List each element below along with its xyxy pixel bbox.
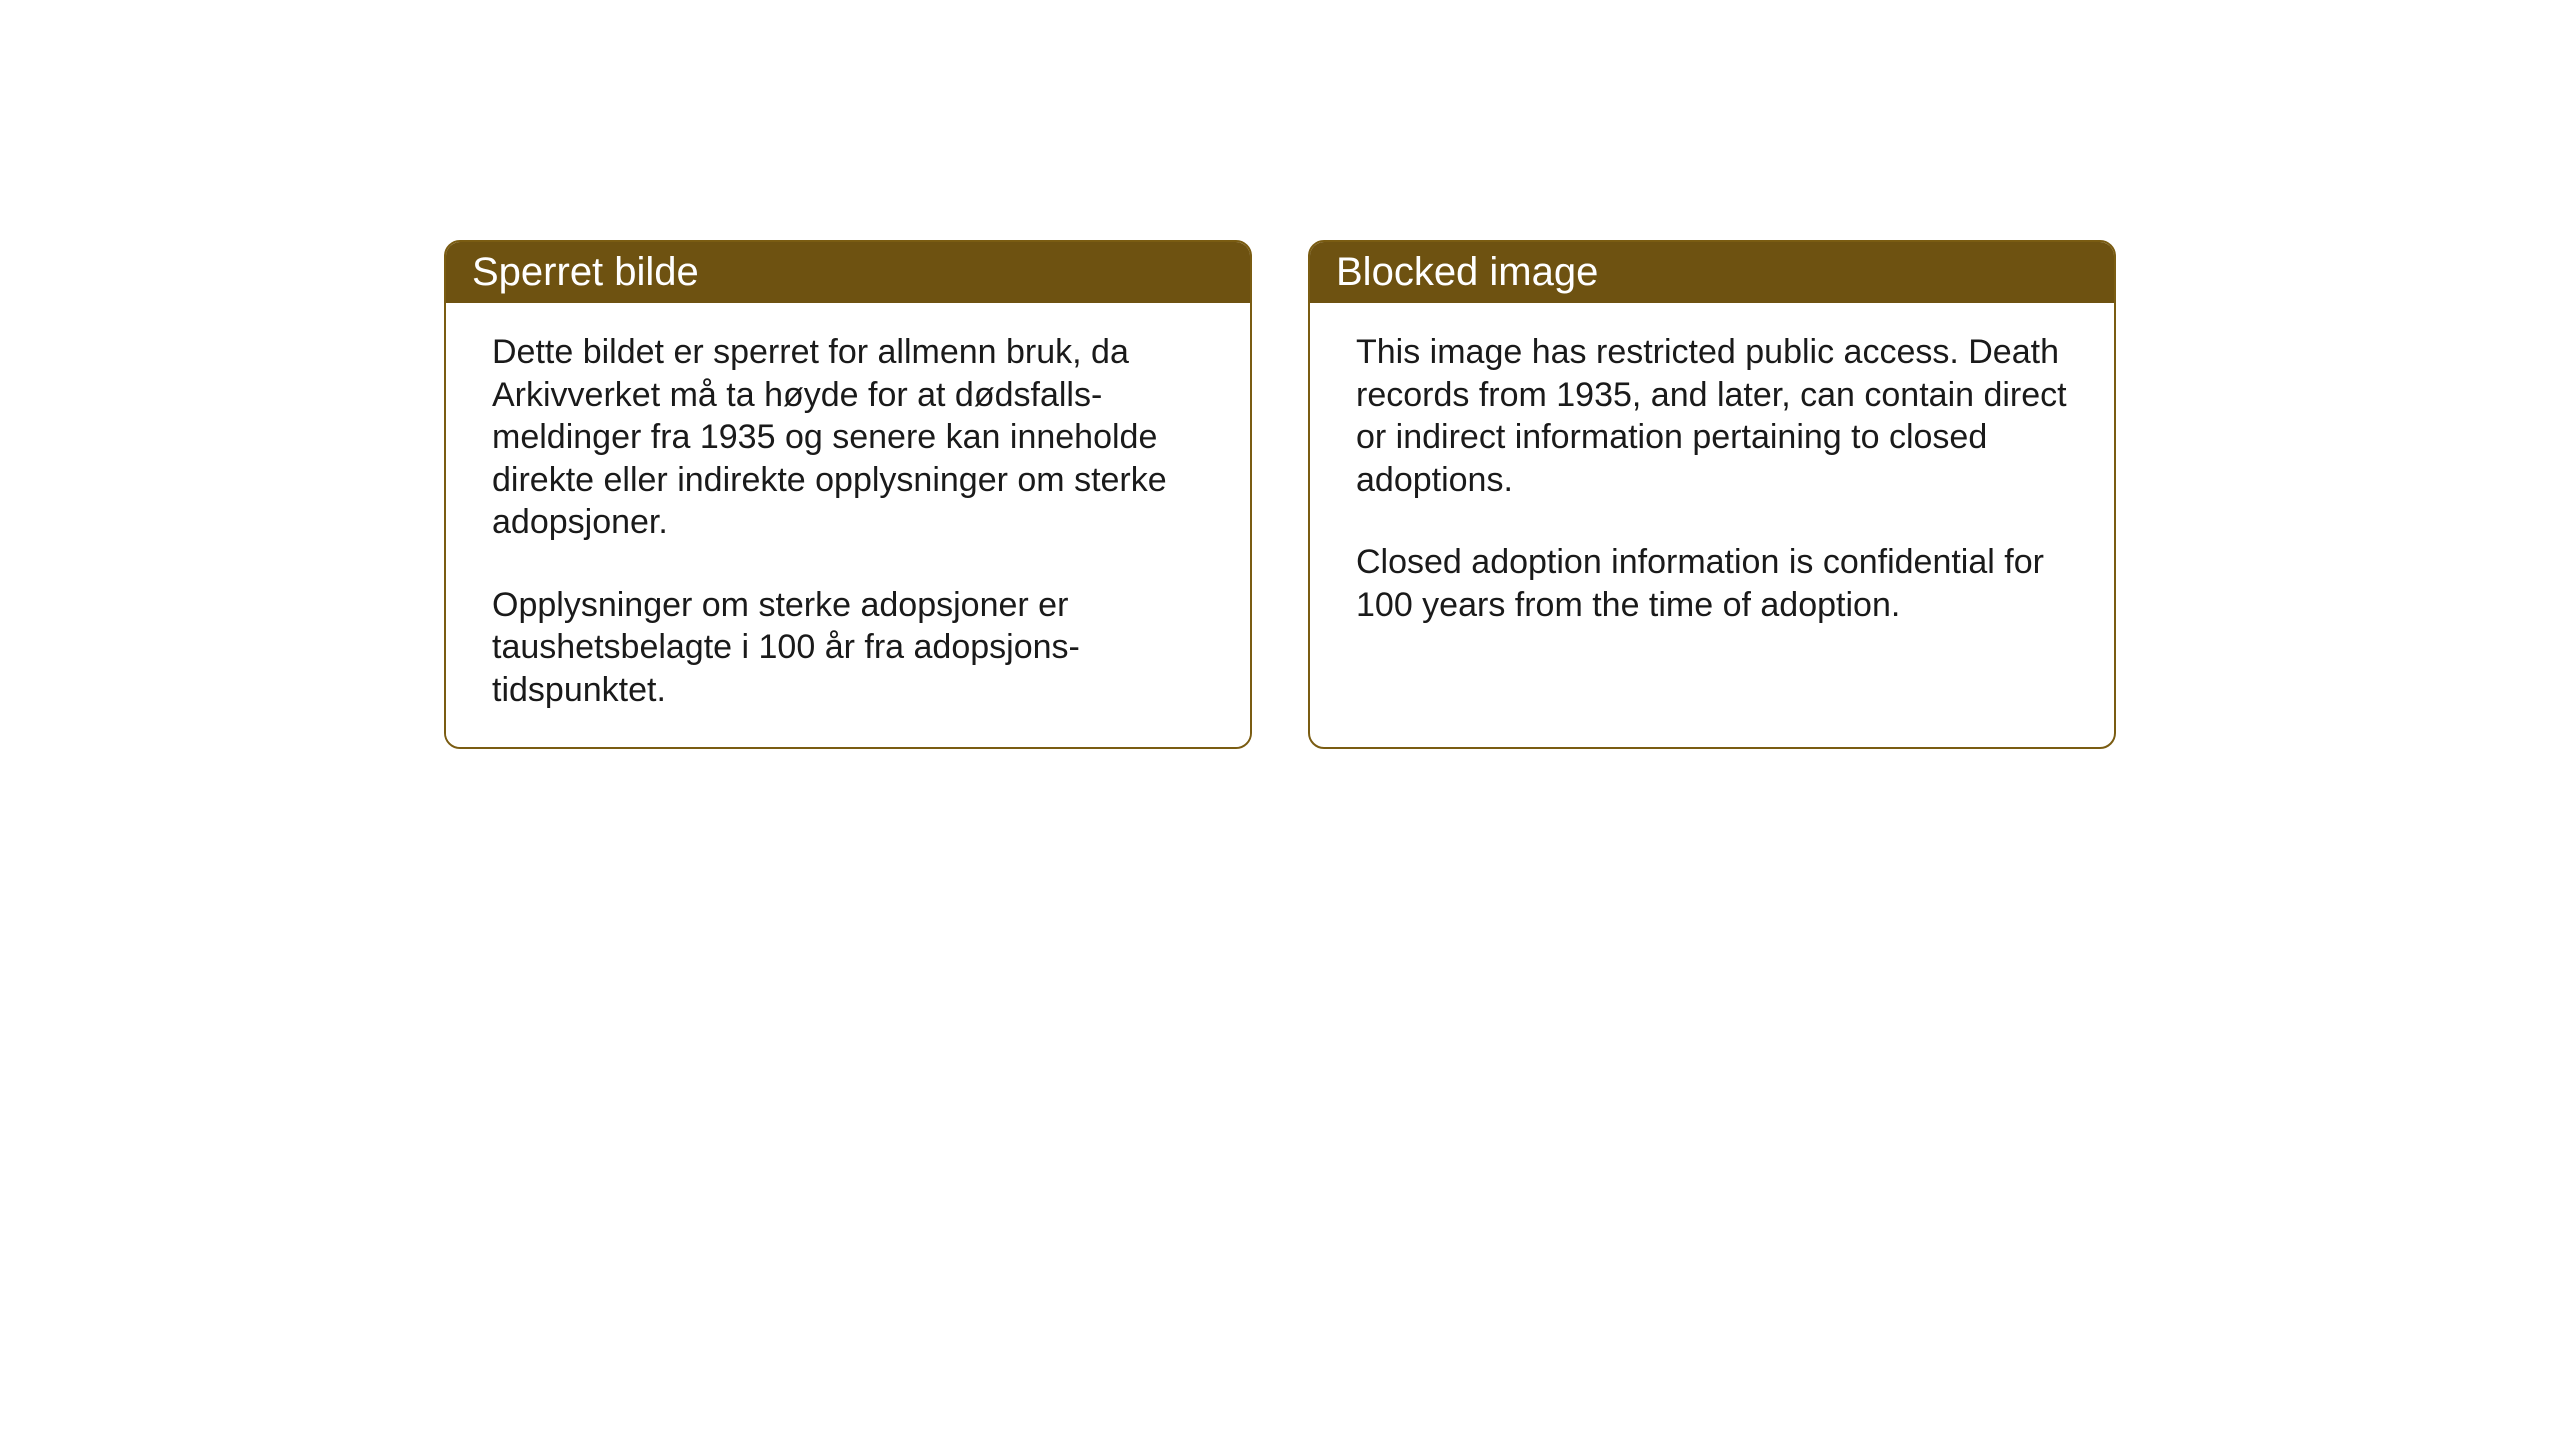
notice-card-norwegian: Sperret bilde Dette bildet er sperret fo… bbox=[444, 240, 1252, 749]
card-header-english: Blocked image bbox=[1310, 242, 2114, 303]
card-paragraph-1-norwegian: Dette bildet er sperret for allmenn bruk… bbox=[492, 331, 1204, 544]
card-body-norwegian: Dette bildet er sperret for allmenn bruk… bbox=[446, 303, 1250, 747]
card-paragraph-2-norwegian: Opplysninger om sterke adopsjoner er tau… bbox=[492, 584, 1204, 712]
notice-container: Sperret bilde Dette bildet er sperret fo… bbox=[444, 240, 2116, 749]
notice-card-english: Blocked image This image has restricted … bbox=[1308, 240, 2116, 749]
card-paragraph-1-english: This image has restricted public access.… bbox=[1356, 331, 2068, 501]
card-body-english: This image has restricted public access.… bbox=[1310, 303, 2114, 723]
card-paragraph-2-english: Closed adoption information is confident… bbox=[1356, 541, 2068, 626]
card-title-norwegian: Sperret bilde bbox=[472, 250, 699, 294]
card-header-norwegian: Sperret bilde bbox=[446, 242, 1250, 303]
card-title-english: Blocked image bbox=[1336, 250, 1598, 294]
